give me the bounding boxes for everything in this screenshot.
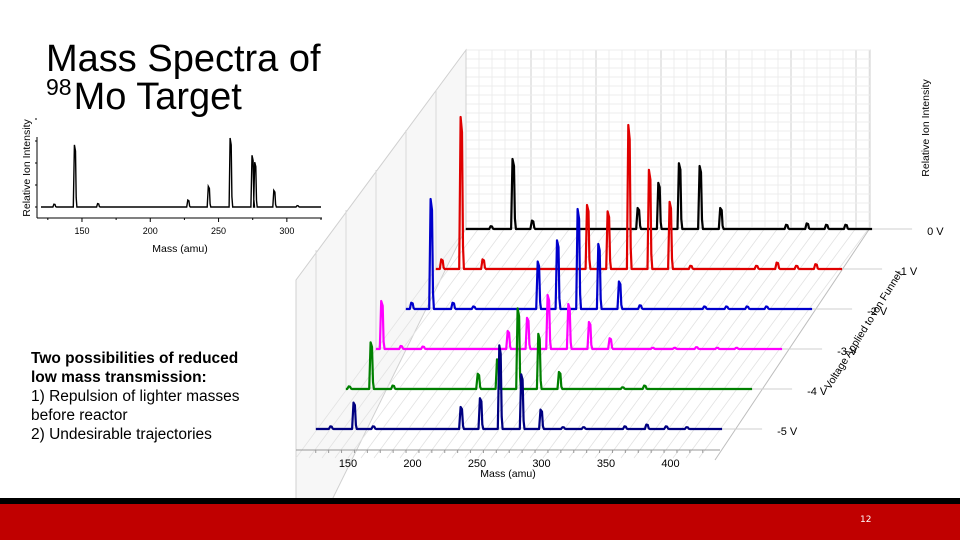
svg-text:200: 200 (143, 226, 158, 236)
voltage-label: -1 V (897, 266, 918, 278)
notes-heading-2: low mass transmission: (31, 369, 207, 386)
svg-text:150: 150 (74, 226, 89, 236)
inset-mass-spectrum: 150 200 250 300 Mass (amu) (35, 118, 322, 255)
notes-heading-1: Two possibilities of reduced (31, 350, 239, 367)
voltage-label: -5 V (777, 426, 798, 438)
svg-text:Voltage Applied to Ion Funnel: Voltage Applied to Ion Funnel (822, 269, 905, 391)
svg-text:350: 350 (597, 458, 615, 470)
waterfall-3d-chart: 150 200 250 300 350 400 Mass (amu) 0 V -1 V -2 V -… (295, 48, 944, 500)
voltage-label: -2 V (867, 306, 888, 318)
notes-item-2: 2) Undesirable trajectories (31, 426, 212, 443)
title-line-2-text: Mo Target (73, 76, 242, 118)
notes-item-1a: 1) Repulsion of lighter masses (31, 388, 240, 405)
svg-text:300: 300 (532, 458, 550, 470)
svg-text:Mass (amu): Mass (amu) (152, 243, 207, 255)
slide-title: Mass Spectra of 98Mo Target (46, 40, 321, 120)
svg-text:250: 250 (211, 226, 226, 236)
svg-text:300: 300 (279, 226, 294, 236)
svg-text:150: 150 (339, 458, 357, 470)
voltage-label: 0 V (927, 226, 944, 238)
isotope-superscript: 98 (46, 74, 72, 100)
footer-red-bar (0, 504, 960, 540)
title-line-2: 98Mo Target (46, 74, 321, 120)
svg-text:Mass (amu): Mass (amu) (480, 468, 535, 480)
inset-y-axis-label: Relative Ion Intensity (21, 119, 33, 217)
title-line-1: Mass Spectra of (46, 38, 321, 80)
svg-text:Relative Ion Intensity: Relative Ion Intensity (920, 79, 932, 177)
voltage-label: -4 V (807, 386, 828, 398)
svg-text:200: 200 (403, 458, 421, 470)
notes-text: Two possibilities of reduced low mass tr… (31, 349, 240, 444)
notes-item-1b: before reactor (31, 407, 128, 424)
voltage-label: -3 V (837, 346, 858, 358)
page-number: 12 (860, 515, 872, 525)
svg-text:400: 400 (661, 458, 679, 470)
footer-black-bar (0, 498, 960, 504)
svg-text:250: 250 (468, 458, 486, 470)
